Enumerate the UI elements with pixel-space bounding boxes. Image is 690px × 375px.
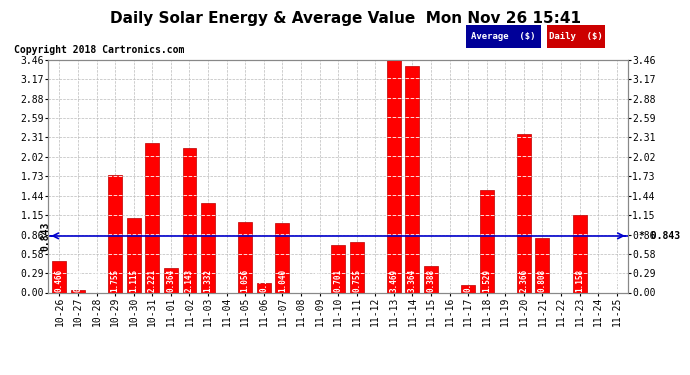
Bar [350,242,364,292]
Bar [52,261,66,292]
Text: 0.000: 0.000 [92,269,101,292]
Text: 0.364: 0.364 [166,269,175,292]
Bar [517,134,531,292]
Bar [480,190,493,292]
Text: Daily  ($): Daily ($) [549,32,602,41]
Bar [146,143,159,292]
Text: 0.030: 0.030 [74,269,83,292]
Text: 0.000: 0.000 [501,269,510,292]
Text: 0.000: 0.000 [593,269,602,292]
Bar [238,222,252,292]
Bar [535,238,549,292]
Text: Average  ($): Average ($) [471,32,535,41]
Text: 1.115: 1.115 [129,269,138,292]
Bar [331,245,345,292]
Text: 3.364: 3.364 [408,269,417,292]
Text: 0.000: 0.000 [557,269,566,292]
Bar [183,148,197,292]
Bar [257,284,270,292]
Text: 0.808: 0.808 [538,269,547,292]
Text: 1.056: 1.056 [241,269,250,292]
Text: 0.466: 0.466 [55,269,64,292]
Text: Copyright 2018 Cartronics.com: Copyright 2018 Cartronics.com [14,45,184,55]
Text: 1.755: 1.755 [110,269,119,292]
Bar [108,175,122,292]
Text: 0.701: 0.701 [333,269,343,292]
Text: Daily Solar Energy & Average Value  Mon Nov 26 15:41: Daily Solar Energy & Average Value Mon N… [110,11,580,26]
Text: 0.000: 0.000 [612,269,621,292]
Bar [275,223,289,292]
Text: 1.529: 1.529 [482,269,491,292]
Bar [201,203,215,292]
Bar [387,59,401,292]
FancyBboxPatch shape [546,25,604,48]
Text: 0.116: 0.116 [464,269,473,292]
Text: 0.755: 0.755 [352,269,361,292]
Text: 3.469: 3.469 [389,269,398,292]
Text: 0.135: 0.135 [259,269,268,292]
Text: 0.000: 0.000 [222,269,231,292]
Bar [424,266,438,292]
Text: 1.332: 1.332 [204,269,213,292]
Text: 2.366: 2.366 [520,269,529,292]
Bar [71,291,85,292]
Bar [164,268,178,292]
Text: 0.000: 0.000 [297,269,306,292]
FancyBboxPatch shape [466,25,541,48]
Bar [127,217,141,292]
Text: 2.143: 2.143 [185,269,194,292]
Text: 0.000: 0.000 [315,269,324,292]
Text: 2.221: 2.221 [148,269,157,292]
Bar [406,66,420,292]
Text: 1.158: 1.158 [575,269,584,292]
Text: 0.000: 0.000 [371,269,380,292]
Text: 0.843: 0.843 [40,221,50,251]
Bar [573,214,586,292]
Text: 1.040: 1.040 [278,269,287,292]
Text: * 0.843: * 0.843 [640,231,680,241]
Text: 0.000: 0.000 [445,269,454,292]
Text: 0.388: 0.388 [426,269,435,292]
Bar [461,285,475,292]
